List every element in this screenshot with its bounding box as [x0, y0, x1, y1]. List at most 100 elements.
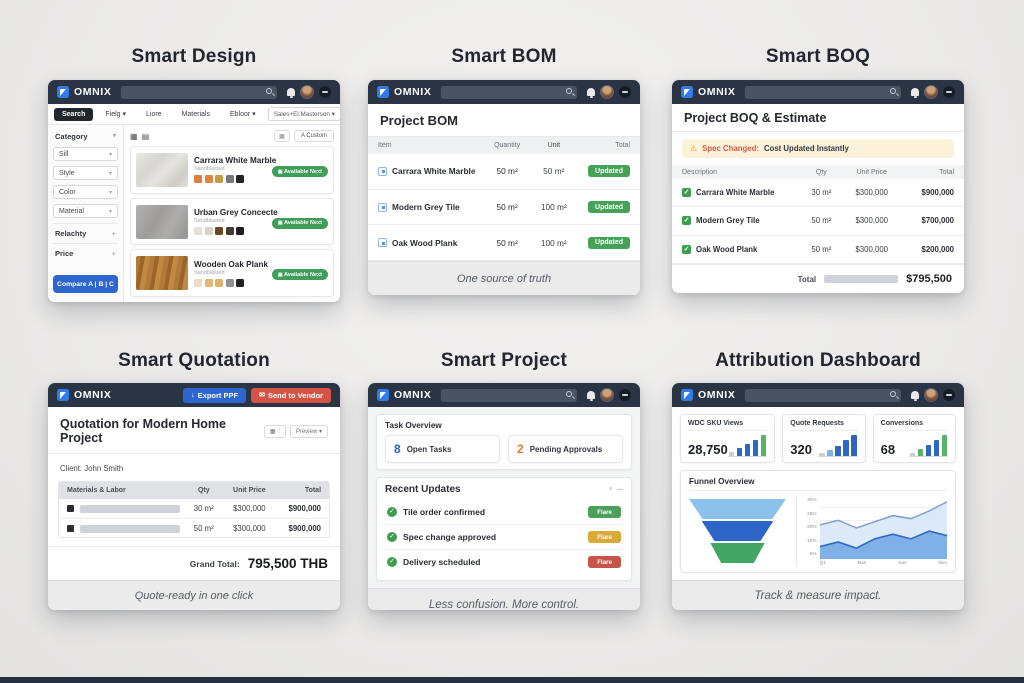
avatar[interactable]	[924, 85, 938, 99]
item-checkbox-icon[interactable]	[378, 238, 387, 248]
checkbox-checked-icon[interactable]: ✓	[682, 188, 691, 198]
notifications-icon[interactable]	[587, 391, 595, 401]
stat-cards-row: WDC SKU Views 28,750 Quote Requests	[680, 414, 957, 463]
notifications-icon[interactable]	[287, 88, 295, 98]
search-input[interactable]	[441, 85, 577, 99]
quote-requests-card[interactable]: Quote Requests 320	[782, 414, 866, 463]
search-input[interactable]	[441, 388, 577, 402]
sort-icon[interactable]: ≡	[608, 486, 613, 493]
color-swatch[interactable]	[236, 278, 244, 287]
material-card[interactable]: Carrara White Marble Sandblasted Availab…	[130, 146, 334, 194]
availability-badge[interactable]: Available Next	[271, 269, 328, 281]
filter-select-style[interactable]: Style	[53, 166, 118, 180]
avatar[interactable]	[600, 85, 614, 99]
preview-dropdown[interactable]: Preview ▾	[289, 424, 328, 438]
avatar[interactable]	[300, 85, 314, 99]
color-swatch[interactable]	[204, 175, 213, 184]
search-input[interactable]	[745, 85, 901, 99]
sku-views-card[interactable]: WDC SKU Views 28,750	[680, 414, 776, 463]
client-line: Client: John Smith	[60, 464, 124, 473]
filter-price[interactable]: Price +	[53, 243, 118, 258]
color-swatch[interactable]	[204, 278, 213, 287]
color-swatch[interactable]	[204, 227, 213, 235]
conversions-card[interactable]: Conversions 68	[872, 414, 957, 463]
color-swatch[interactable]	[236, 175, 244, 184]
table-row[interactable]: ✓ Carrara White Marble 30 m² $300,000 $90…	[672, 179, 964, 208]
update-badge[interactable]: Flare	[588, 506, 621, 518]
search-input[interactable]	[745, 388, 901, 402]
status-badge[interactable]: Updated	[588, 201, 631, 213]
tab-materials[interactable]: Materials	[181, 110, 210, 118]
color-swatch[interactable]	[225, 175, 234, 184]
send-to-vendor-button[interactable]: ✉ Send to Vendor	[251, 387, 331, 403]
menu-icon[interactable]	[943, 389, 955, 401]
update-badge[interactable]: Flare	[588, 556, 621, 568]
more-icon[interactable]: —	[616, 486, 624, 493]
table-row[interactable]: Modern Grey Tile 50 m² 100 m² Updated	[368, 190, 640, 226]
table-row[interactable]: 50 m² $300,000 $900,000	[59, 519, 329, 537]
menu-icon[interactable]	[619, 86, 631, 98]
update-row[interactable]: ✓ Tile order confirmed Flare	[385, 500, 623, 525]
color-swatch[interactable]	[215, 175, 223, 184]
layout-toggle-button[interactable]: ▦ |	[263, 424, 286, 438]
material-thumbnail	[136, 152, 188, 187]
export-pdf-button[interactable]: ↓ Export PPF	[183, 387, 247, 403]
filter-select-material[interactable]: Material	[53, 204, 118, 218]
grid-view-icon[interactable]: ▦	[130, 131, 138, 141]
availability-badge[interactable]: Available Next	[271, 217, 328, 229]
item-name: Modern Grey Tile	[392, 202, 460, 212]
page-title: Project BOQ & Estimate	[672, 104, 964, 132]
update-row[interactable]: ✓ Spec change approved Flare	[385, 525, 623, 550]
avatar[interactable]	[924, 388, 938, 402]
item-checkbox-icon[interactable]	[378, 202, 387, 212]
filter-select-color[interactable]: Color	[53, 185, 118, 199]
table-row[interactable]: Oak Wood Plank 50 m² 100 m² Updated	[368, 225, 640, 262]
color-swatch[interactable]	[194, 175, 202, 184]
color-swatch[interactable]	[194, 278, 202, 287]
color-swatch[interactable]	[225, 278, 234, 287]
table-row[interactable]: ✓ Oak Wood Plank 50 m² $300,000 $200,000	[672, 236, 964, 264]
open-tasks-stat[interactable]: 8 Open Tasks	[385, 435, 500, 463]
project-selector-dropdown[interactable]: Sales+El.Masterson ▾	[267, 107, 340, 121]
color-swatch[interactable]	[194, 227, 202, 235]
search-input[interactable]	[121, 85, 277, 99]
material-card[interactable]: Wooden Oak Plank Sandblasted Available N…	[130, 249, 334, 298]
tab-fielg[interactable]: Fielg ▾	[105, 111, 126, 118]
filter-select-sill[interactable]: Sill	[53, 147, 118, 161]
menu-icon[interactable]	[619, 389, 631, 401]
color-swatch[interactable]	[225, 227, 234, 235]
menu-icon[interactable]	[319, 86, 331, 98]
tab-liore[interactable]: Liore	[146, 110, 162, 118]
menu-icon[interactable]	[943, 86, 955, 98]
table-row[interactable]: Carrara White Marble 50 m² 50 m² Updated	[368, 154, 640, 190]
table-row[interactable]: ✓ Modern Grey Tile 50 m² $300,000 $700,00…	[672, 207, 964, 236]
update-badge[interactable]: Flare	[588, 531, 621, 543]
list-view-icon[interactable]: ▤	[141, 131, 150, 141]
color-swatch[interactable]	[215, 278, 223, 287]
material-card[interactable]: Urban Grey Concecte Sandblasted Availabl…	[130, 197, 334, 246]
notifications-icon[interactable]	[911, 88, 919, 98]
status-badge[interactable]: Updated	[588, 236, 631, 249]
compare-button[interactable]: Compare A | B | C	[53, 275, 118, 293]
notifications-icon[interactable]	[587, 88, 595, 98]
table-row[interactable]: 30 m² $300,000 $900,000	[59, 499, 329, 519]
availability-badge[interactable]: Available Next	[271, 166, 328, 177]
checkbox-checked-icon[interactable]: ✓	[682, 216, 691, 226]
tab-ebloor[interactable]: Ebloor ▾	[229, 111, 256, 118]
color-swatch[interactable]	[236, 227, 244, 235]
tab-search[interactable]: Search	[54, 107, 94, 121]
item-unit: 50 m²	[543, 166, 565, 177]
table-view-icon[interactable]: ▦	[273, 130, 290, 142]
checkbox-checked-icon[interactable]: ✓	[682, 244, 691, 254]
color-swatch[interactable]	[215, 227, 223, 235]
filter-relachty[interactable]: Relachty +	[53, 223, 118, 238]
avatar[interactable]	[600, 388, 614, 402]
custom-button[interactable]: A Custom	[293, 130, 334, 142]
update-row[interactable]: ✓ Delivery scheduled Flare	[385, 550, 623, 574]
pending-approvals-stat[interactable]: 2 Pending Approvals	[508, 435, 623, 463]
status-badge[interactable]: Updated	[588, 165, 631, 178]
item-checkbox-icon[interactable]	[378, 166, 387, 176]
bar	[760, 435, 767, 456]
notifications-icon[interactable]	[911, 391, 919, 401]
filter-category-header[interactable]: Category ▾	[55, 132, 116, 141]
